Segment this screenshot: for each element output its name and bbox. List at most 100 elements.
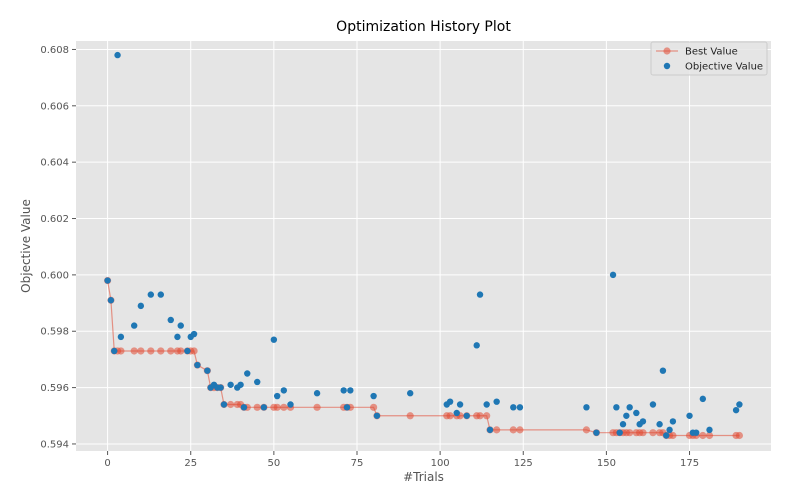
objective-value-point — [240, 404, 248, 411]
y-tick-label: 0.600 — [40, 270, 69, 281]
best-value-point — [516, 426, 524, 434]
objective-value-point — [666, 426, 673, 434]
best-value-point — [493, 426, 501, 434]
x-tick-label: 25 — [184, 458, 197, 469]
objective-value-point — [177, 322, 184, 329]
objective-value-point — [270, 336, 278, 343]
best-value-point — [253, 403, 261, 411]
objective-value-point — [649, 401, 657, 408]
objective-value-point — [619, 421, 627, 428]
objective-value-point — [732, 406, 740, 414]
objective-value-point — [373, 412, 381, 419]
best-value-point — [626, 429, 634, 437]
objective-value-point — [583, 404, 590, 411]
objective-value-point — [217, 384, 224, 391]
objective-value-point — [313, 390, 321, 397]
objective-value-point — [287, 401, 294, 408]
objective-value-point — [510, 404, 517, 411]
best-value-point — [157, 347, 165, 355]
best-value-point — [137, 347, 145, 355]
y-tick-label: 0.606 — [40, 101, 69, 112]
objective-value-point — [656, 421, 663, 428]
best-value-point — [699, 431, 707, 440]
best-value-point — [227, 400, 235, 409]
y-tick-label: 0.598 — [40, 327, 69, 338]
best-value-point — [483, 412, 491, 420]
objective-value-point — [493, 398, 500, 405]
legend-objective-value-marker — [663, 62, 671, 70]
best-value-point — [273, 403, 281, 411]
objective-value-point — [623, 412, 630, 419]
best-value-point — [705, 431, 714, 440]
objective-value-point — [347, 387, 354, 394]
objective-value-point — [476, 291, 484, 298]
objective-value-point — [104, 277, 111, 284]
objective-value-point — [227, 381, 234, 388]
objective-value-point — [220, 401, 228, 408]
plot-area — [76, 41, 771, 451]
objective-value-point — [473, 342, 480, 349]
x-tick-label: 125 — [514, 458, 533, 469]
best-value-point — [406, 412, 414, 420]
objective-value-point — [463, 412, 470, 419]
best-value-point — [280, 403, 288, 411]
objective-value-point — [237, 381, 244, 388]
grid — [76, 41, 771, 451]
objective-value-point — [686, 412, 693, 419]
objective-value-point — [194, 361, 201, 369]
objective-value-point — [663, 432, 670, 439]
objective-value-point — [280, 387, 288, 394]
best-value-point — [190, 347, 198, 355]
best-value-point — [669, 431, 677, 440]
best-value-point — [649, 429, 657, 437]
best-value-point — [446, 412, 454, 420]
objective-value-point — [204, 367, 211, 374]
best-value-point — [167, 347, 175, 355]
objective-value-point — [626, 404, 633, 411]
x-axis-title: #Trials — [403, 470, 444, 484]
best-value-point — [177, 347, 185, 355]
y-tick-label: 0.596 — [40, 383, 69, 394]
x-tick-label: 0 — [104, 458, 110, 469]
objective-value-point — [453, 409, 460, 417]
best-value-point — [313, 403, 321, 411]
objective-value-point — [692, 429, 700, 436]
legend-objective-value-label: Objective Value — [685, 62, 763, 73]
legend: Best Value Objective Value — [650, 41, 768, 76]
objective-value-point — [244, 370, 251, 377]
best-value-point — [582, 426, 591, 434]
objective-value-point — [157, 291, 164, 298]
objective-value-point — [184, 347, 191, 355]
objective-value-point — [669, 418, 677, 425]
objective-value-point — [483, 401, 490, 408]
objective-value-point — [613, 404, 620, 411]
best-value-point — [639, 429, 647, 437]
objective-value-point — [456, 401, 464, 408]
objective-value-point — [593, 429, 600, 436]
y-tick-label: 0.608 — [40, 45, 69, 56]
y-axis-title: Objective Value — [19, 199, 33, 293]
objective-value-point — [174, 333, 181, 341]
best-value-point — [735, 431, 744, 440]
best-value-point — [370, 403, 378, 411]
objective-value-point — [273, 392, 281, 400]
legend-best-value-marker — [663, 47, 671, 55]
objective-value-point — [137, 302, 145, 310]
x-tick-label: 150 — [597, 458, 616, 469]
y-tick-label: 0.594 — [40, 439, 69, 450]
objective-value-point — [167, 316, 174, 324]
objective-value-point — [147, 291, 155, 298]
objective-value-point — [609, 271, 617, 279]
best-value-point — [476, 412, 484, 420]
objective-value-point — [343, 404, 351, 411]
objective-value-point — [639, 418, 647, 425]
x-tick-label: 100 — [431, 458, 450, 469]
objective-value-point — [486, 426, 494, 434]
objective-value-point — [107, 297, 115, 304]
x-tick-label: 175 — [680, 458, 699, 469]
legend-best-value-label: Best Value — [685, 47, 738, 58]
axis-ticks: 0 25 50 75 100 125 150 175 0.594 0.596 0.598 0.600 0… — [40, 45, 699, 469]
objective-value-point — [340, 387, 347, 394]
best-value-point — [147, 347, 155, 355]
